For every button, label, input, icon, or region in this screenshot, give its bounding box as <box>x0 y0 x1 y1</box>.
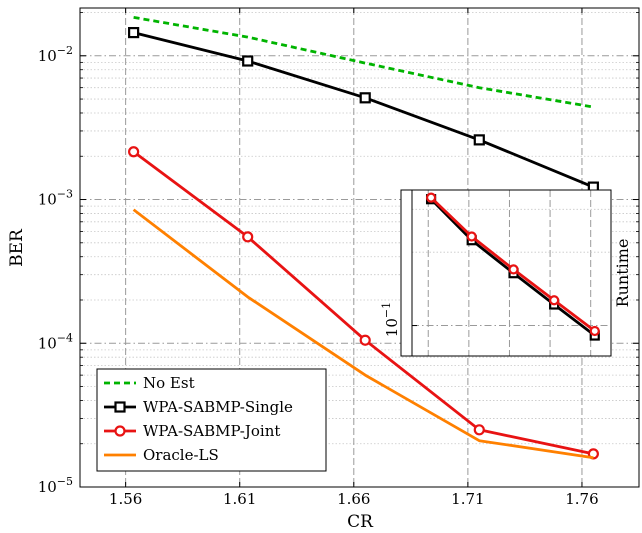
data-point <box>473 134 485 146</box>
data-point <box>549 295 560 306</box>
y-tick-label: 10−3 <box>38 188 73 209</box>
inset-y-axis-label: Runtime <box>613 239 632 308</box>
x-tick-label: 1.66 <box>337 490 370 508</box>
main-series <box>128 16 599 460</box>
data-point <box>359 92 371 104</box>
x-tick-label: 1.61 <box>223 490 256 508</box>
series-line-no-est <box>133 16 594 109</box>
data-point <box>128 146 140 158</box>
main-ticks: 1.56 1.61 1.66 1.71 1.76 10−2 10−3 10−4 10−5 <box>38 8 639 508</box>
runtime-inset: 10−1 Runtime <box>380 189 632 357</box>
x-tick-label: 1.71 <box>451 490 484 508</box>
data-point <box>359 334 371 346</box>
data-point <box>128 26 140 39</box>
data-point <box>114 425 126 437</box>
inset-series <box>425 192 600 341</box>
y-tick-label: 10−5 <box>38 475 73 496</box>
data-point <box>242 55 254 67</box>
data-point <box>589 325 600 337</box>
x-axis-label: CR <box>347 512 374 532</box>
data-point <box>425 192 437 203</box>
y-tick-label: 10−2 <box>38 44 73 65</box>
legend-label-no-est: No Est <box>143 374 195 392</box>
inset-y-tick-label: 10−1 <box>380 302 401 337</box>
y-tick-label: 10−4 <box>38 331 73 352</box>
plot-frame <box>79 7 640 488</box>
data-point <box>242 231 254 243</box>
legend: No Est WPA-SABMP-Single WPA-SABMP-Joint Ora… <box>96 368 327 472</box>
legend-label-oracle-ls: Oracle-LS <box>143 446 219 464</box>
x-tick-label: 1.76 <box>565 490 598 508</box>
data-point <box>473 424 485 436</box>
y-axis-label: BER <box>7 228 27 267</box>
legend-label-wpa-sabmp-joint: WPA-SABMP-Joint <box>143 422 280 440</box>
inset-frame <box>400 189 612 357</box>
data-point <box>508 264 519 275</box>
inset-ticks: 10−1 <box>380 302 417 337</box>
legend-label-wpa-sabmp-single: WPA-SABMP-Single <box>143 398 293 416</box>
series-line-oracle-ls <box>132 208 594 460</box>
data-point <box>114 401 126 413</box>
data-point <box>466 231 477 242</box>
x-tick-label: 1.56 <box>109 490 142 508</box>
inset-axes-frame <box>411 189 612 357</box>
